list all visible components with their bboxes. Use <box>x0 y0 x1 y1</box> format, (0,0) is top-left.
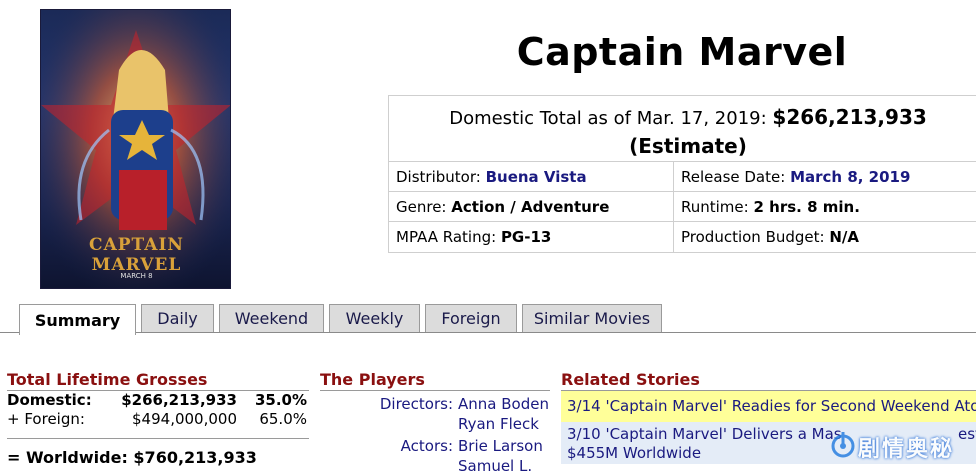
tab-summary[interactable]: Summary <box>19 304 136 335</box>
worldwide-divider <box>7 438 309 439</box>
mpaa-value: PG-13 <box>500 228 552 246</box>
info-row-rating: MPAA Rating: PG-13 Production Budget: N/… <box>389 222 976 252</box>
stories-heading: Related Stories <box>561 370 976 391</box>
domestic-pct: 35.0% <box>254 391 307 409</box>
story-link[interactable]: 3/10 'Captain Marvel' Delivers a Mas esti… <box>561 422 976 464</box>
foreign-amount: $494,000,000 <box>132 410 237 428</box>
foreign-row: + Foreign: $494,000,000 65.0% <box>7 410 309 429</box>
poster-release-text: MARCH 8 <box>120 272 153 280</box>
distributor-label: Distributor: <box>396 168 481 186</box>
story-line-1-suffix: estic <box>958 425 976 443</box>
story-line-2: $455M Worldwide <box>567 444 702 462</box>
actors-label[interactable]: Actors: <box>400 437 453 455</box>
worldwide-row: = Worldwide: $760,213,933 <box>7 448 257 467</box>
mpaa-label: MPAA Rating: <box>396 228 497 246</box>
runtime-value: 2 hrs. 8 min. <box>753 198 860 216</box>
tab-similar-movies[interactable]: Similar Movies <box>522 304 662 332</box>
genre-label: Genre: <box>396 198 447 216</box>
players-heading: The Players <box>320 370 550 391</box>
actor-link[interactable]: Brie Larson <box>458 437 543 455</box>
grosses-heading: Total Lifetime Grosses <box>7 370 309 391</box>
worldwide-amount: $760,213,933 <box>133 448 257 467</box>
genre-value: Action / Adventure <box>451 198 610 216</box>
domestic-row: Domestic: $266,213,933 35.0% <box>7 391 309 410</box>
director-row: Ryan Fleck <box>320 414 550 434</box>
actor-link[interactable]: Samuel L. <box>458 457 533 475</box>
story-line-1: 3/10 'Captain Marvel' Delivers a Mas <box>567 425 842 443</box>
distributor-link[interactable]: Buena Vista <box>485 168 587 186</box>
tab-baseline <box>0 332 976 333</box>
domestic-label: Domestic: <box>7 391 92 409</box>
grosses-table: Domestic: $266,213,933 35.0% + Foreign: … <box>7 391 309 429</box>
movie-info-table: Domestic Total as of Mar. 17, 2019: $266… <box>388 95 976 253</box>
movie-poster[interactable]: CAPTAIN MARVEL MARCH 8 <box>40 9 231 289</box>
story-link[interactable]: 3/14 'Captain Marvel' Readies for Second… <box>561 391 976 422</box>
domestic-total-amount: $266,213,933 <box>772 105 927 129</box>
page-title: Captain Marvel <box>516 30 848 74</box>
foreign-label: + Foreign: <box>7 410 85 428</box>
domestic-total-label: Domestic Total as of Mar. 17, 2019: <box>449 108 767 129</box>
tab-daily[interactable]: Daily <box>141 304 214 332</box>
players-list: Directors: Anna Boden Ryan Fleck Actors:… <box>320 391 550 475</box>
director-row: Directors: Anna Boden <box>320 394 550 414</box>
info-row-genre: Genre: Action / Adventure Runtime: 2 hrs… <box>389 192 976 222</box>
watermark: 剧情奥秘 <box>828 425 968 465</box>
worldwide-label: = Worldwide: <box>7 448 128 467</box>
watermark-logo-icon <box>831 432 855 458</box>
actor-row: Samuel L. <box>320 456 550 475</box>
budget-label: Production Budget: <box>681 228 825 246</box>
budget-value: N/A <box>829 228 860 246</box>
watermark-text: 剧情奥秘 <box>858 437 955 462</box>
poster-title-text: CAPTAIN MARVEL <box>89 235 184 275</box>
tab-weekly[interactable]: Weekly <box>329 304 420 332</box>
foreign-pct: 65.0% <box>259 410 307 428</box>
tab-weekend[interactable]: Weekend <box>219 304 324 332</box>
director-link[interactable]: Anna Boden <box>458 395 549 413</box>
directors-label[interactable]: Directors: <box>379 395 453 413</box>
runtime-label: Runtime: <box>681 198 749 216</box>
actor-row: Actors: Brie Larson <box>320 436 550 456</box>
tab-foreign[interactable]: Foreign <box>425 304 517 332</box>
director-link[interactable]: Ryan Fleck <box>458 415 539 433</box>
info-row-distributor: Distributor: Buena Vista Release Date: M… <box>389 162 976 192</box>
estimate-note: (Estimate) <box>629 134 747 158</box>
stories-list: 3/14 'Captain Marvel' Readies for Second… <box>561 391 976 464</box>
domestic-total-cell: Domestic Total as of Mar. 17, 2019: $266… <box>389 96 976 162</box>
release-date-label: Release Date: <box>681 168 786 186</box>
release-date-link[interactable]: March 8, 2019 <box>790 168 911 186</box>
domestic-amount: $266,213,933 <box>121 391 237 409</box>
